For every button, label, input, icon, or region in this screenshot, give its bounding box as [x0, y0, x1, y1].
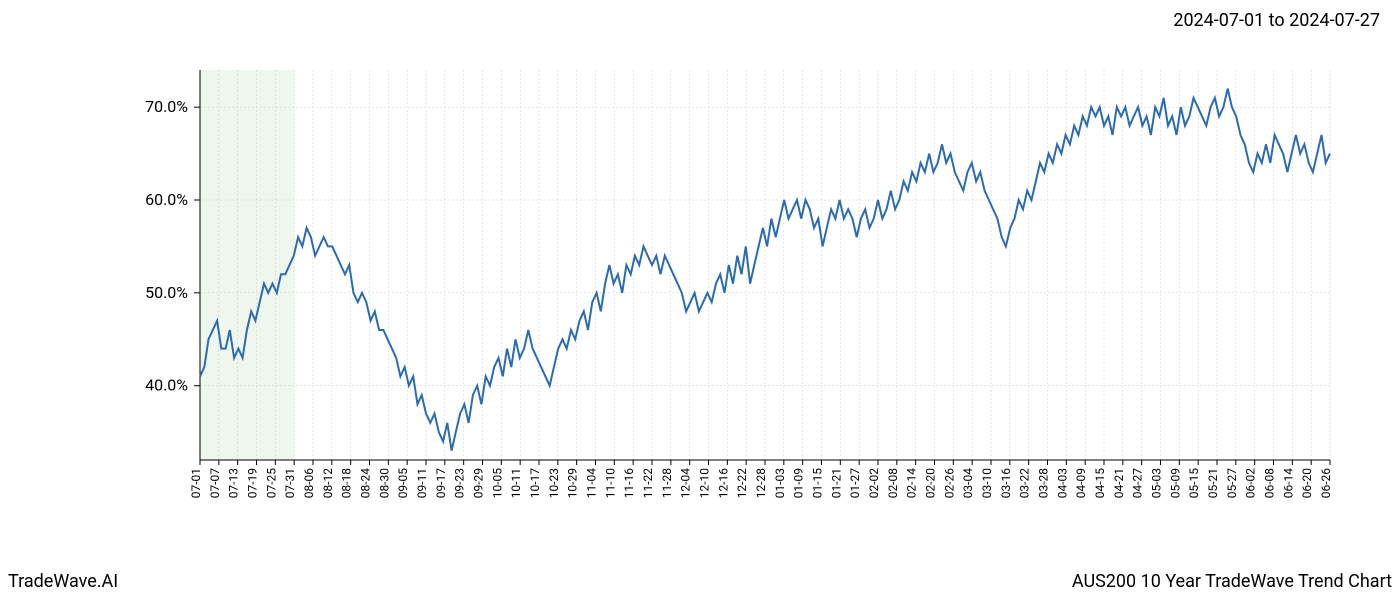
x-axis-tick-label: 07-01: [189, 468, 203, 498]
x-axis-tick-label: 10-05: [490, 468, 504, 499]
x-axis-tick-label: 05-27: [1225, 468, 1239, 499]
x-axis-tick-label: 09-11: [415, 468, 429, 498]
y-axis-tick-label: 40.0%: [145, 376, 188, 395]
x-axis-tick-label: 02-02: [867, 468, 881, 499]
x-axis-tick-label: 03-22: [1018, 468, 1032, 499]
x-axis-tick-label: 02-20: [924, 468, 938, 499]
x-axis-tick-label: 10-29: [566, 468, 580, 498]
x-axis-tick-label: 06-02: [1244, 468, 1258, 499]
x-axis-tick-label: 05-09: [1168, 468, 1182, 498]
y-axis-tick-label: 60.0%: [145, 190, 188, 209]
x-axis-tick-label: 12-16: [716, 468, 730, 499]
y-axis-tick-label: 70.0%: [145, 97, 188, 116]
x-axis-tick-label: 04-03: [1055, 468, 1069, 498]
x-axis-tick-label: 04-27: [1131, 468, 1145, 499]
x-axis-tick-label: 03-04: [961, 468, 975, 499]
x-axis-tick-label: 03-28: [1037, 468, 1051, 499]
x-axis-tick-label: 08-06: [302, 468, 316, 499]
x-axis-tick-label: 11-28: [660, 468, 674, 499]
x-axis-tick-label: 07-13: [227, 468, 241, 498]
x-axis-tick-label: 04-15: [1093, 468, 1107, 499]
x-axis-tick-label: 08-30: [377, 468, 391, 499]
date-range-label: 2024-07-01 to 2024-07-27: [1173, 10, 1380, 31]
highlight-band: [200, 70, 294, 460]
x-axis-tick-label: 12-28: [754, 468, 768, 499]
x-axis-tick-label: 06-14: [1281, 468, 1295, 499]
x-axis-tick-label: 07-25: [264, 468, 278, 499]
x-axis-tick-label: 09-23: [453, 468, 467, 498]
x-axis-tick-label: 01-09: [792, 468, 806, 498]
footer-title: AUS200 10 Year TradeWave Trend Chart: [1072, 571, 1392, 592]
x-axis-tick-label: 11-16: [622, 468, 636, 499]
x-axis-tick-label: 01-27: [848, 468, 862, 499]
x-axis-tick-label: 05-21: [1206, 468, 1220, 498]
x-axis-tick-label: 10-17: [528, 468, 542, 499]
x-axis-tick-label: 11-10: [603, 468, 617, 499]
y-axis-tick-label: 50.0%: [145, 283, 188, 302]
x-axis-tick-label: 01-15: [811, 468, 825, 499]
x-axis-tick-label: 08-18: [340, 468, 354, 499]
x-axis-tick-label: 08-24: [359, 468, 373, 499]
x-axis-tick-label: 05-03: [1150, 468, 1164, 498]
x-axis-tick-label: 03-10: [980, 468, 994, 499]
chart-svg: 40.0% 50.0% 60.0% 70.0% 07-01 07-07 07-13 07-19…: [0, 50, 1400, 540]
trend-chart: 40.0% 50.0% 60.0% 70.0% 07-01 07-07 07-13 07-19…: [0, 50, 1400, 540]
x-axis-tick-label: 04-09: [1074, 468, 1088, 498]
x-axis-tick-label: 09-17: [434, 468, 448, 499]
x-axis-tick-label: 06-20: [1300, 468, 1314, 499]
x-axis-tick-label: 09-29: [472, 468, 486, 498]
x-axis-tick-label: 12-04: [679, 468, 693, 499]
x-axis-tick-label: 01-03: [773, 468, 787, 498]
x-axis-tick-label: 06-26: [1319, 468, 1333, 499]
x-axis-tick-label: 12-10: [698, 468, 712, 499]
x-axis-tick-label: 04-21: [1112, 468, 1126, 498]
x-axis-tick-label: 07-19: [246, 468, 260, 498]
x-axis-tick-label: 05-15: [1187, 468, 1201, 499]
x-axis-tick-label: 07-07: [208, 468, 222, 499]
x-axis-tick-label: 11-22: [641, 468, 655, 499]
x-axis-tick-label: 09-05: [396, 468, 410, 499]
footer-brand: TradeWave.AI: [8, 571, 118, 592]
x-axis-tick-label: 12-22: [735, 468, 749, 499]
x-axis-tick-label: 02-26: [942, 468, 956, 499]
x-axis-tick-label: 10-23: [547, 468, 561, 498]
x-axis-tick-label: 06-08: [1263, 468, 1277, 499]
x-axis-tick-label: 02-14: [905, 468, 919, 499]
x-axis-tick-label: 07-31: [283, 468, 297, 498]
x-axis-tick-label: 10-11: [509, 468, 523, 498]
x-axis-tick-label: 02-08: [886, 468, 900, 499]
x-axis-tick-label: 03-16: [999, 468, 1013, 499]
x-axis-tick-label: 11-04: [585, 468, 599, 499]
x-axis-tick-label: 08-12: [321, 468, 335, 499]
x-axis-tick-label: 01-21: [829, 468, 843, 498]
